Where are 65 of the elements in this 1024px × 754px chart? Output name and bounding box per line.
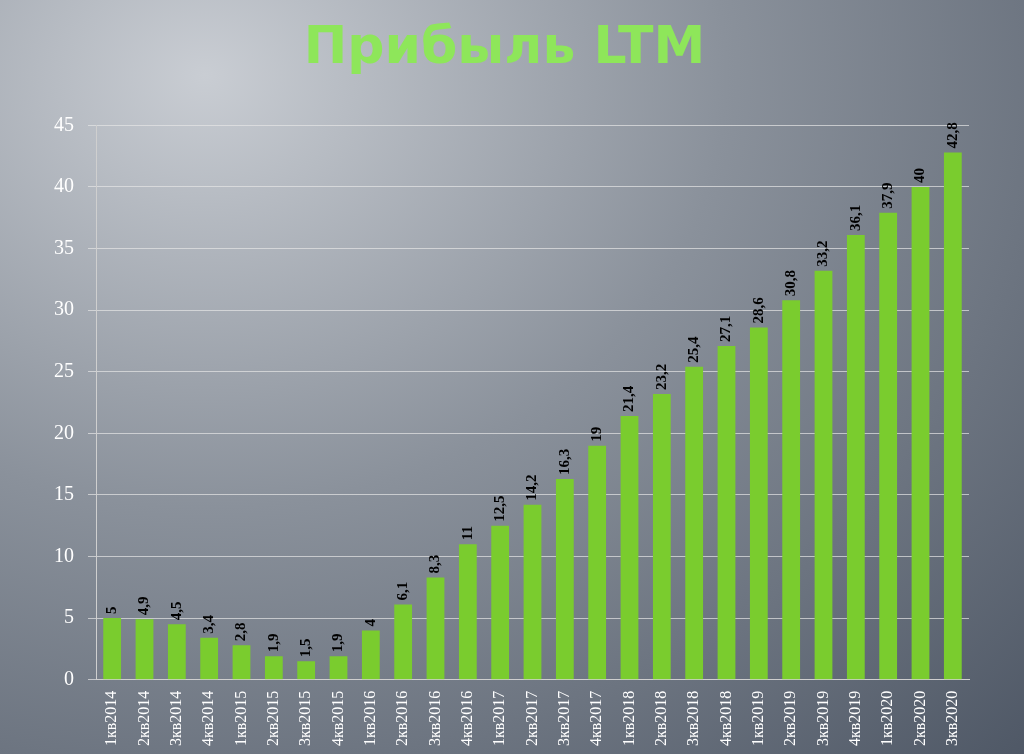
x-tick-label: 2кв2015 <box>264 690 282 746</box>
data-label: 21,4 <box>620 385 637 413</box>
x-tick-label: 4кв2015 <box>328 690 346 746</box>
x-tick-label: 1кв2017 <box>490 690 508 746</box>
x-tick-label: 2кв2017 <box>522 690 540 746</box>
y-tick-label: 10 <box>54 543 74 566</box>
data-label: 28,6 <box>749 296 766 324</box>
y-tick-label: 45 <box>54 112 74 135</box>
data-label: 19 <box>588 426 605 442</box>
x-tick-label: 2кв2020 <box>910 690 928 746</box>
data-label: 3,4 <box>200 614 217 634</box>
data-label: 25,4 <box>685 336 702 363</box>
chart-title: Прибыль LTM <box>303 14 706 75</box>
data-label: 1,5 <box>297 638 314 658</box>
x-tick-label: 4кв2018 <box>716 690 734 746</box>
y-tick-label: 0 <box>64 666 74 689</box>
y-tick-label: 20 <box>54 420 74 443</box>
data-label: 36,1 <box>846 204 863 232</box>
data-label: 11 <box>458 526 475 541</box>
x-tick-label: 2кв2018 <box>652 690 670 746</box>
x-tick-label: 2кв2014 <box>134 690 152 746</box>
data-label: 23,2 <box>652 363 669 390</box>
x-tick-label: 1кв2014 <box>102 690 120 746</box>
y-tick-label: 5 <box>64 605 74 628</box>
data-label: 16,3 <box>555 448 572 475</box>
x-tick-label: 4кв2014 <box>199 690 217 746</box>
y-tick-label: 30 <box>54 297 74 320</box>
x-tick-label: 4кв2019 <box>846 690 864 746</box>
y-tick-label: 35 <box>54 235 74 258</box>
y-tick-label: 25 <box>54 358 74 381</box>
data-label: 8,3 <box>426 554 443 574</box>
data-label: 1,9 <box>264 633 281 653</box>
data-label: 30,8 <box>782 270 799 297</box>
x-tick-label: 1кв2018 <box>619 690 637 746</box>
data-label: 5 <box>103 606 120 615</box>
data-label: 12,5 <box>491 495 508 522</box>
x-tick-label: 4кв2017 <box>587 690 605 746</box>
data-label: 27,1 <box>717 315 734 342</box>
data-label: 42,8 <box>943 122 960 149</box>
data-label: 4 <box>361 618 378 627</box>
y-tick-label: 40 <box>54 174 74 197</box>
x-tick-label: 2кв2016 <box>393 690 411 746</box>
data-label: 40 <box>911 167 928 183</box>
x-tick-label: 3кв2015 <box>296 690 314 746</box>
x-tick-label: 3кв2020 <box>943 690 961 746</box>
y-tick-label: 15 <box>54 482 74 505</box>
data-label: 4,9 <box>135 596 152 616</box>
x-tick-label: 1кв2019 <box>749 690 767 746</box>
data-label: 37,9 <box>879 182 896 209</box>
x-tick-label: 3кв2019 <box>813 690 831 746</box>
x-tick-label: 1кв2015 <box>231 690 249 746</box>
data-label: 6,1 <box>394 581 411 601</box>
data-label: 2,8 <box>232 622 249 642</box>
x-tick-label: 3кв2014 <box>167 690 185 746</box>
x-tick-label: 2кв2019 <box>781 690 799 746</box>
x-tick-label: 1кв2020 <box>878 690 896 746</box>
data-label: 4,5 <box>167 601 184 621</box>
data-label: 1,9 <box>329 633 346 653</box>
data-label: 14,2 <box>523 474 540 501</box>
x-tick-label: 4кв2016 <box>458 690 476 746</box>
x-tick-label: 3кв2016 <box>425 690 443 746</box>
x-tick-label: 3кв2018 <box>684 690 702 746</box>
data-label: 33,2 <box>814 240 831 267</box>
x-tick-label: 1кв2016 <box>361 690 379 746</box>
x-tick-label: 3кв2017 <box>555 690 573 746</box>
